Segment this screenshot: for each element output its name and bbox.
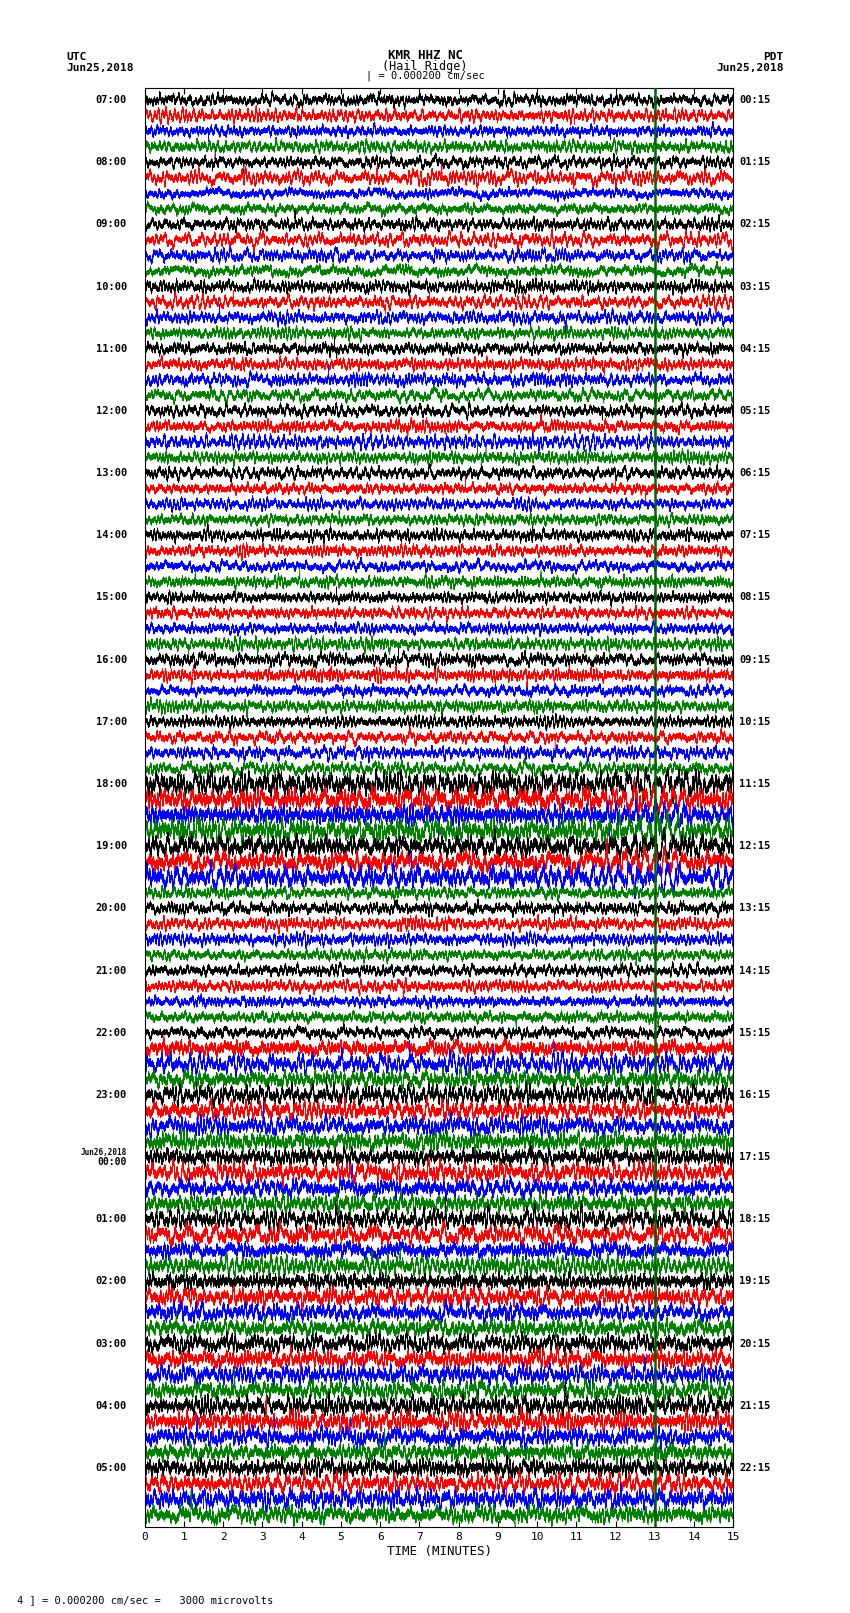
Text: 23:00: 23:00 — [96, 1090, 127, 1100]
Text: 07:00: 07:00 — [96, 95, 127, 105]
Text: Jun25,2018: Jun25,2018 — [717, 63, 784, 73]
Text: 09:00: 09:00 — [96, 219, 127, 229]
Text: PDT: PDT — [763, 52, 784, 63]
Text: 10:15: 10:15 — [740, 716, 771, 727]
Text: 19:15: 19:15 — [740, 1276, 771, 1287]
Text: 16:00: 16:00 — [96, 655, 127, 665]
Text: 16:15: 16:15 — [740, 1090, 771, 1100]
Text: 00:15: 00:15 — [740, 95, 771, 105]
Text: 14:15: 14:15 — [740, 966, 771, 976]
Text: 04:00: 04:00 — [96, 1400, 127, 1411]
Text: 04:15: 04:15 — [740, 344, 771, 353]
Text: 03:00: 03:00 — [96, 1339, 127, 1348]
Text: 11:00: 11:00 — [96, 344, 127, 353]
Text: 02:00: 02:00 — [96, 1276, 127, 1287]
Text: 12:00: 12:00 — [96, 406, 127, 416]
Text: 01:00: 01:00 — [96, 1215, 127, 1224]
Text: 08:15: 08:15 — [740, 592, 771, 602]
Text: 14:00: 14:00 — [96, 531, 127, 540]
Text: 4 ] = 0.000200 cm/sec =   3000 microvolts: 4 ] = 0.000200 cm/sec = 3000 microvolts — [17, 1595, 273, 1605]
Text: 20:15: 20:15 — [740, 1339, 771, 1348]
Text: 19:00: 19:00 — [96, 840, 127, 852]
Text: 21:15: 21:15 — [740, 1400, 771, 1411]
Text: 22:00: 22:00 — [96, 1027, 127, 1037]
Text: 18:00: 18:00 — [96, 779, 127, 789]
Text: 17:00: 17:00 — [96, 716, 127, 727]
Text: | = 0.000200 cm/sec: | = 0.000200 cm/sec — [366, 71, 484, 82]
Text: 08:00: 08:00 — [96, 156, 127, 168]
Text: 13:00: 13:00 — [96, 468, 127, 477]
Text: 06:15: 06:15 — [740, 468, 771, 477]
Text: 07:15: 07:15 — [740, 531, 771, 540]
Text: 13:15: 13:15 — [740, 903, 771, 913]
Text: 12:15: 12:15 — [740, 840, 771, 852]
Text: 15:00: 15:00 — [96, 592, 127, 602]
Text: 22:15: 22:15 — [740, 1463, 771, 1473]
Text: UTC: UTC — [66, 52, 87, 63]
Text: 17:15: 17:15 — [740, 1152, 771, 1161]
Text: 15:15: 15:15 — [740, 1027, 771, 1037]
Text: 20:00: 20:00 — [96, 903, 127, 913]
Text: 05:15: 05:15 — [740, 406, 771, 416]
Text: KMR HHZ NC: KMR HHZ NC — [388, 48, 462, 63]
Bar — [144, 773, 734, 792]
Text: Jun25,2018: Jun25,2018 — [66, 63, 133, 73]
Text: Jun26,2018: Jun26,2018 — [81, 1148, 128, 1157]
Text: 10:00: 10:00 — [96, 282, 127, 292]
Text: 03:15: 03:15 — [740, 282, 771, 292]
Text: 11:15: 11:15 — [740, 779, 771, 789]
Text: 05:00: 05:00 — [96, 1463, 127, 1473]
Text: 18:15: 18:15 — [740, 1215, 771, 1224]
Text: 00:00: 00:00 — [98, 1157, 127, 1166]
Text: 21:00: 21:00 — [96, 966, 127, 976]
Text: 01:15: 01:15 — [740, 156, 771, 168]
Text: 09:15: 09:15 — [740, 655, 771, 665]
X-axis label: TIME (MINUTES): TIME (MINUTES) — [387, 1545, 491, 1558]
Text: (Hail Ridge): (Hail Ridge) — [382, 60, 468, 73]
Text: 02:15: 02:15 — [740, 219, 771, 229]
